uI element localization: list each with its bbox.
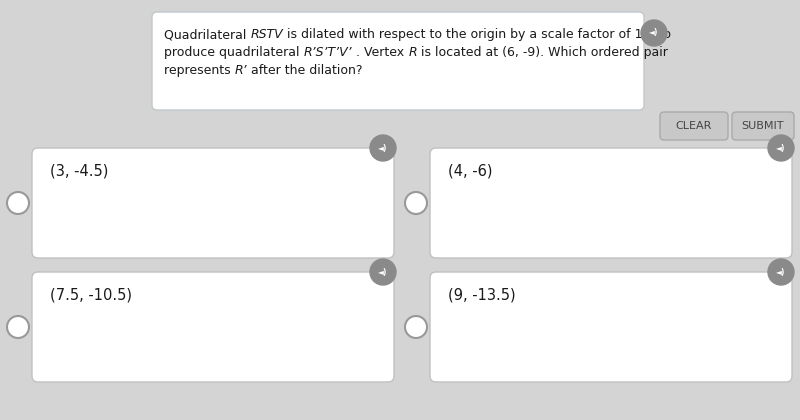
Circle shape [370,259,396,285]
Text: . Vertex: . Vertex [352,46,408,59]
Text: ◄): ◄) [378,144,388,152]
Text: is located at (6, -9). Which ordered pair: is located at (6, -9). Which ordered pai… [417,46,668,59]
FancyBboxPatch shape [32,272,394,382]
Text: ◄): ◄) [378,268,388,276]
Circle shape [7,192,29,214]
Text: after the dilation?: after the dilation? [247,64,362,77]
Text: RSTV: RSTV [250,28,283,41]
Text: (7.5, -10.5): (7.5, -10.5) [50,288,132,303]
Text: R’: R’ [234,64,247,77]
Text: R’S’T’V’: R’S’T’V’ [303,46,352,59]
FancyBboxPatch shape [660,112,728,140]
Circle shape [405,192,427,214]
Circle shape [405,316,427,338]
Text: produce quadrilateral: produce quadrilateral [164,46,303,59]
Text: (3, -4.5): (3, -4.5) [50,164,108,179]
Text: SUBMIT: SUBMIT [742,121,784,131]
Text: ◄): ◄) [776,268,786,276]
Text: R: R [408,46,417,59]
Text: (4, -6): (4, -6) [448,164,493,179]
FancyBboxPatch shape [32,148,394,258]
Text: ◄): ◄) [776,144,786,152]
FancyBboxPatch shape [430,148,792,258]
Circle shape [768,259,794,285]
Text: CLEAR: CLEAR [676,121,712,131]
Circle shape [370,135,396,161]
Text: represents: represents [164,64,234,77]
Text: is dilated with respect to the origin by a scale factor of 1.5 to: is dilated with respect to the origin by… [283,28,671,41]
Circle shape [641,20,667,46]
Circle shape [768,135,794,161]
FancyBboxPatch shape [732,112,794,140]
Text: (9, -13.5): (9, -13.5) [448,288,516,303]
Circle shape [7,316,29,338]
FancyBboxPatch shape [152,12,644,110]
FancyBboxPatch shape [430,272,792,382]
Text: Quadrilateral: Quadrilateral [164,28,250,41]
Text: ◄): ◄) [650,29,658,37]
